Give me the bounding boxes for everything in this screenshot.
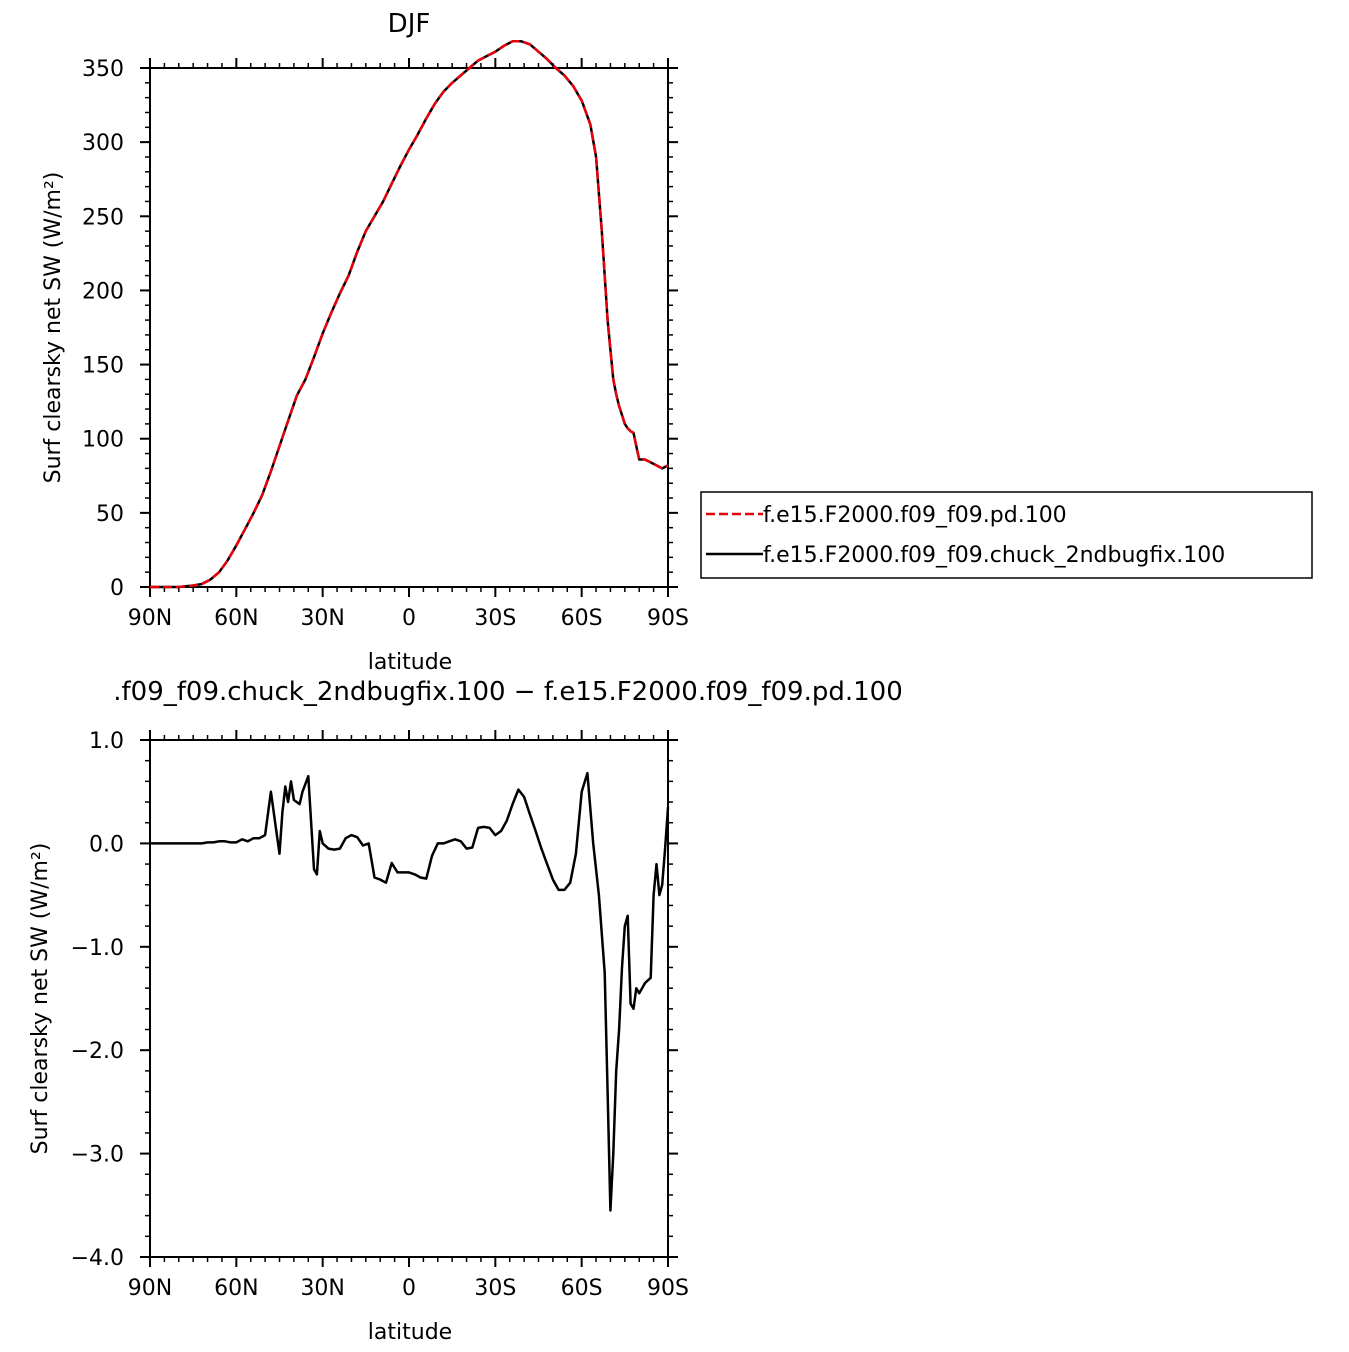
plot-frame [149, 67, 669, 588]
x-axis-label: latitude [368, 1320, 452, 1345]
x-tick-label: 30N [300, 606, 344, 631]
y-tick-label: 350 [82, 57, 124, 82]
y-tick-label: 300 [82, 131, 124, 156]
series-line [150, 40, 669, 589]
y-tick-label: −2.0 [71, 1039, 124, 1064]
x-tick-label: 90S [647, 606, 689, 631]
y-tick-label: 100 [82, 428, 124, 453]
x-tick-label: 90S [647, 1276, 689, 1301]
legend-box [700, 491, 1313, 579]
y-tick-label: 0 [110, 576, 124, 601]
chart-title: .f09_f09.chuck_2ndbugfix.100 − f.e15.F20… [113, 677, 902, 707]
x-tick-label: 60N [214, 606, 258, 631]
y-axis-label: Surf clearsky net SW (W/m²) [41, 172, 66, 484]
x-tick-label: 90N [128, 606, 172, 631]
y-tick-label: 250 [82, 205, 124, 230]
legend: f.e15.F2000.f09_f09.pd.100 f.e15.F2000.f0… [700, 491, 1313, 579]
legend-label: f.e15.F2000.f09_f09.chuck_2ndbugfix.100 [763, 543, 1225, 568]
y-tick-label: 50 [96, 502, 124, 527]
x-tick-label: 60S [561, 1276, 603, 1301]
y-tick-label: 150 [82, 354, 124, 379]
series-line [150, 771, 670, 1212]
x-tick-label: 60S [561, 606, 603, 631]
x-tick-label: 30S [474, 606, 516, 631]
chart-title: DJF [388, 9, 431, 39]
x-tick-label: 0 [402, 606, 416, 631]
legend-label: f.e15.F2000.f09_f09.pd.100 [763, 503, 1067, 528]
y-tick-label: −4.0 [71, 1246, 124, 1271]
y-tick-label: 0.0 [89, 832, 124, 857]
y-tick-label: 1.0 [89, 729, 124, 754]
bottom-panel: .f09_f09.chuck_2ndbugfix.100 − f.e15.F20… [28, 677, 903, 1345]
y-axis-label: Surf clearsky net SW (W/m²) [28, 843, 53, 1155]
y-tick-label: 200 [82, 279, 124, 304]
top-panel: DJF 90N 60N 30N 0 30S 60S 90S 0 50 100 150 200 250 300… [41, 9, 1313, 675]
x-tick-label: 90N [128, 1276, 172, 1301]
x-tick-label: 0 [402, 1276, 416, 1301]
x-tick-label: 30N [300, 1276, 344, 1301]
y-tick-label: −3.0 [71, 1143, 124, 1168]
y-tick-label: −1.0 [71, 936, 124, 961]
x-tick-label: 60N [214, 1276, 258, 1301]
x-axis-label: latitude [368, 650, 452, 675]
x-tick-label: 30S [474, 1276, 516, 1301]
